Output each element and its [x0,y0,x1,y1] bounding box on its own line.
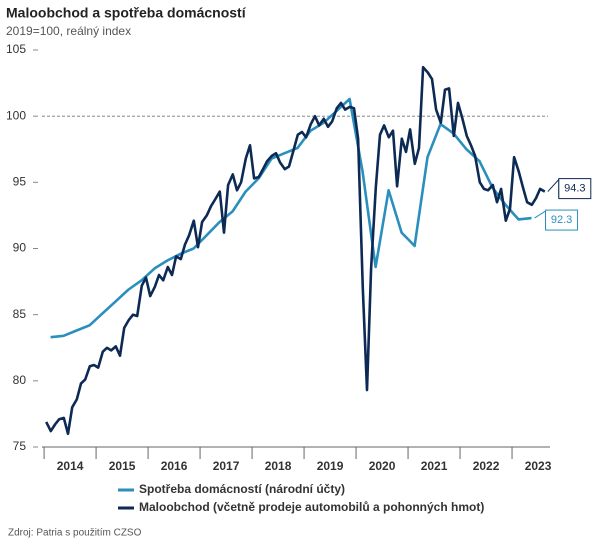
end-label: 92.3 [551,214,572,226]
end-label-box [558,178,592,200]
x-tick-label: 2020 [369,459,396,473]
y-tick-label: 75 [13,439,27,453]
chart-title: Maloobchod a spotřeba domácností [6,5,247,21]
x-tick-label: 2023 [525,459,552,473]
end-label-pointer [547,178,560,198]
x-tick-label: 2015 [109,459,136,473]
x-tick-label: 2014 [57,459,84,473]
y-tick-label: 85 [13,307,27,321]
end-label-box [545,209,579,231]
x-tick-label: 2021 [421,459,448,473]
x-tick-label: 2017 [213,459,240,473]
y-tick-label: 95 [13,175,27,189]
legend-label: Spotřeba domácností (národní účty) [139,482,345,496]
y-tick-label: 90 [13,241,27,255]
chart-subtitle: 2019=100, reálný index [6,24,131,38]
legend-label: Maloobchod (včetně prodeje automobilů a … [139,500,484,514]
end-label: 94.3 [564,183,585,195]
series-line [45,65,546,436]
end-label-pointer [534,210,547,230]
x-tick-label: 2018 [265,459,292,473]
y-tick-label: 100 [6,108,26,122]
x-tick-label: 2022 [473,459,500,473]
series-line [50,97,532,339]
y-tick-label: 105 [6,42,26,56]
x-tick-label: 2016 [161,459,188,473]
y-tick-label: 80 [13,373,27,387]
x-tick-label: 2019 [317,459,344,473]
source-note: Zdroj: Patria s použitím CZSO [8,528,142,539]
